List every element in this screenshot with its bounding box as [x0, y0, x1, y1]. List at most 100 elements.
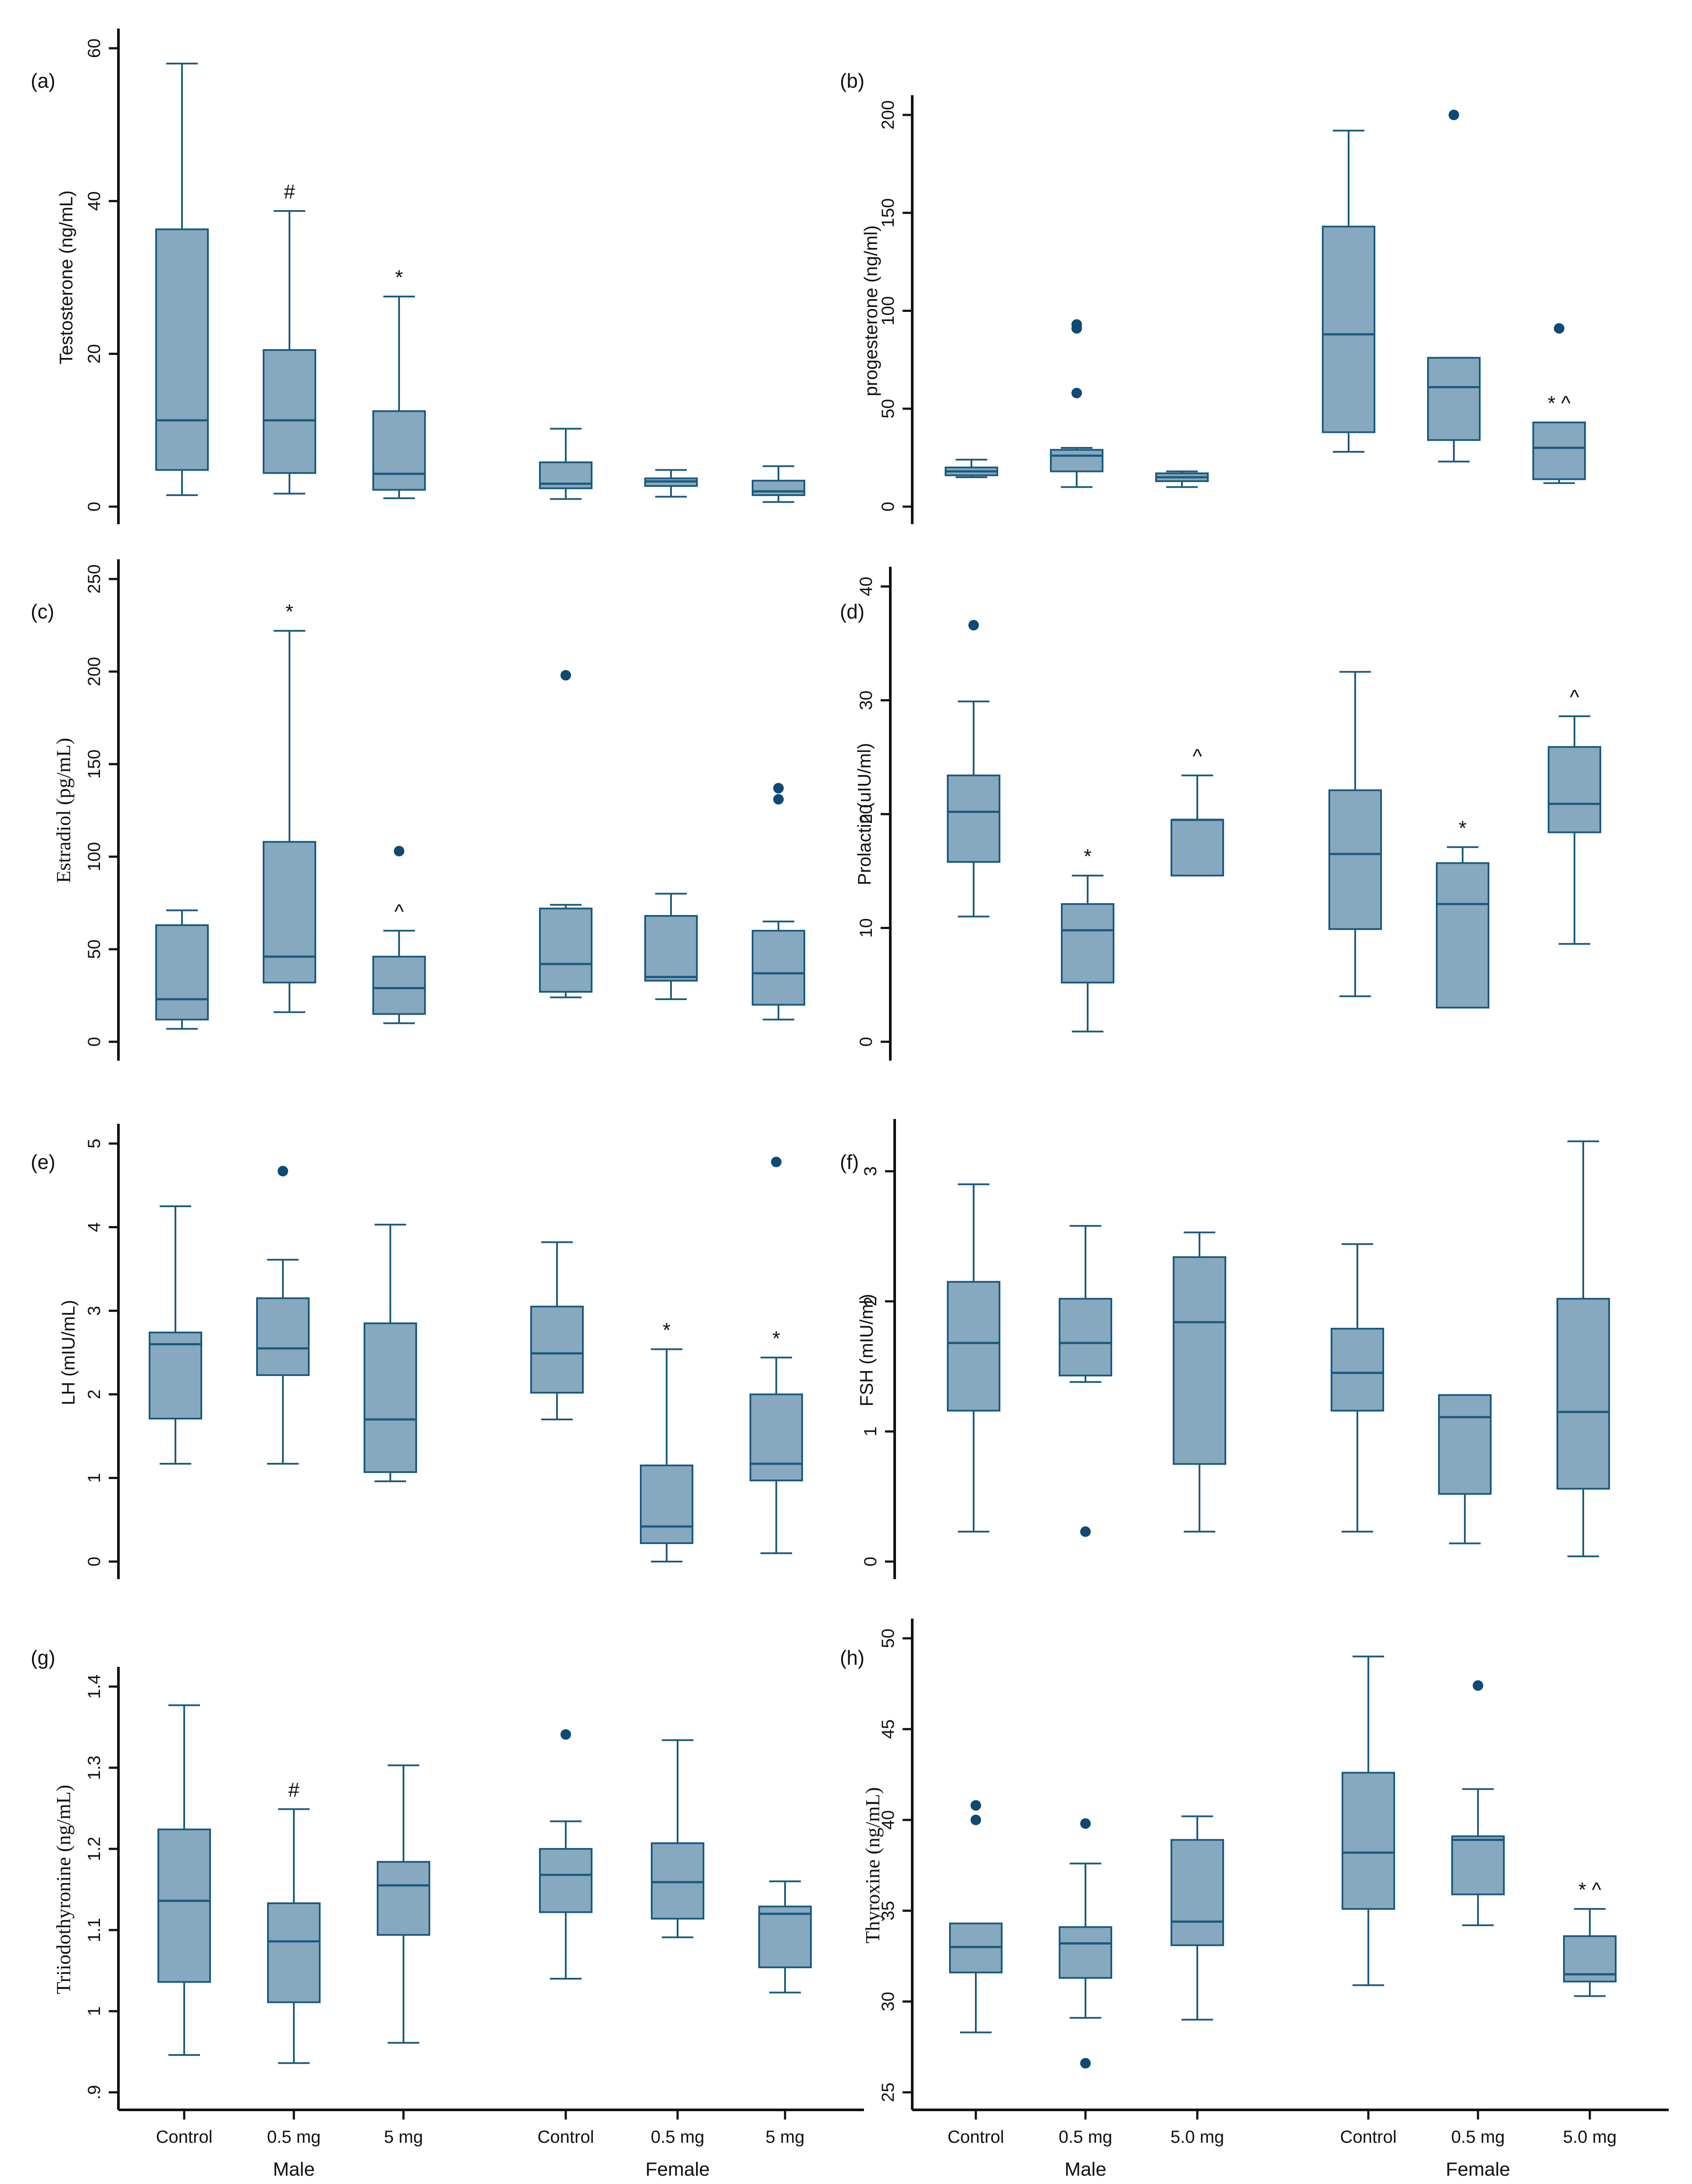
box-4: [539, 1729, 593, 1980]
panel-label: (f): [840, 1151, 859, 1173]
significance-marker: #: [284, 180, 295, 203]
panel-e: 0 1 2 3 4 5 LH (mIU/mL) (e) * *: [31, 1124, 803, 1579]
box-5: [644, 893, 698, 1000]
significance-marker: *: [772, 1327, 780, 1350]
panel-label: (g): [31, 1646, 55, 1669]
iqr-box: [157, 1828, 211, 1983]
y-tick-label: 50: [878, 1629, 898, 1648]
box-3: [1155, 470, 1209, 488]
iqr-box: [155, 924, 209, 1021]
panel-a: 0 20 40 60 Testosterone (ng/mL) (a) # *: [31, 29, 805, 524]
panel-label: (b): [840, 69, 864, 92]
y-tick-label: 50: [85, 940, 104, 959]
iqr-box: [155, 228, 209, 471]
iqr-box: [539, 1848, 593, 1913]
iqr-box: [1451, 1835, 1505, 1895]
box-5: [651, 1739, 704, 1938]
box-1: [947, 620, 1000, 918]
outlier-point: [394, 846, 404, 857]
significance-marker: *: [1459, 816, 1467, 839]
outlier-point: [968, 620, 979, 631]
group-label-male: Male: [1064, 2159, 1106, 2180]
panel-label: (c): [31, 600, 54, 623]
y-axis-title: Triiodothyronine (ng/mL): [52, 1785, 75, 1994]
box-6: * ^: [1532, 323, 1586, 484]
outlier-point: [278, 1165, 288, 1176]
outlier-point: [773, 794, 784, 805]
outlier-point: [971, 1815, 981, 1825]
box-1: [947, 1183, 1000, 1533]
iqr-box: [947, 774, 1000, 863]
x-tick-label: 0.5 mg: [267, 2127, 321, 2147]
iqr-box: [263, 349, 316, 474]
y-tick-label: 250: [85, 565, 104, 594]
iqr-box: [1059, 1298, 1112, 1376]
y-tick-label: 150: [85, 750, 104, 779]
iqr-box: [758, 1905, 812, 1969]
group-label-female: Female: [1446, 2159, 1510, 2180]
significance-marker: *: [1084, 845, 1092, 868]
y-tick-label: 1.4: [85, 1674, 104, 1699]
y-axis-title: progesterone (ng/ml): [860, 225, 881, 397]
y-tick-label: 0: [85, 502, 104, 511]
outlier-point: [1554, 323, 1564, 334]
iqr-box: [530, 1305, 584, 1394]
iqr-box: [1436, 862, 1489, 1009]
x-tick-label: 5.0 mg: [1563, 2127, 1617, 2147]
y-axis-title: Thyroxine (ng/mL): [861, 1787, 884, 1943]
y-tick-label: 0: [857, 1037, 876, 1047]
group-label-female: Female: [646, 2159, 710, 2180]
iqr-box: [372, 955, 426, 1015]
box-6: [1556, 1140, 1610, 1558]
significance-marker: *: [395, 266, 403, 289]
significance-marker: *: [286, 600, 293, 623]
box-3: [1171, 1815, 1224, 2021]
significance-marker: #: [288, 1778, 300, 1801]
panel-h: 25 30 35 40 45 50 Thyroxine (ng/mL) (h) Control 0…: [840, 1619, 1669, 2180]
y-tick-label: 45: [878, 1719, 898, 1739]
iqr-box: [539, 908, 593, 993]
iqr-box: [1438, 1394, 1492, 1495]
box-3: [364, 1223, 417, 1483]
box-5: [1451, 1680, 1505, 1927]
iqr-box: [1059, 1926, 1112, 1979]
y-axis-title: Testosterone (ng/mL): [56, 190, 76, 365]
iqr-box: [1532, 422, 1586, 480]
panel-b: 0 50 100 150 200 progesterone (ng/ml) (b) * ^: [840, 69, 1586, 524]
significance-marker: ^: [394, 900, 404, 923]
y-tick-label: 20: [857, 804, 876, 824]
x-tick-label: Control: [538, 2127, 594, 2147]
outlier-point: [560, 1729, 571, 1740]
y-tick-label: 50: [878, 399, 898, 419]
panel-f: 0 1 2 3 FSH (mIU/ml) (f): [840, 1119, 1610, 1579]
y-tick-label: 10: [857, 918, 876, 938]
x-tick-label: 5 mg: [766, 2127, 805, 2147]
box-1: [945, 458, 998, 479]
outlier-point: [971, 1800, 981, 1811]
iqr-box: [1050, 449, 1103, 472]
y-tick-label: 1.3: [85, 1755, 104, 1780]
outlier-point: [1473, 1680, 1483, 1691]
iqr-box: [372, 410, 426, 491]
box-6: ^: [1548, 686, 1601, 945]
box-1: [157, 1704, 211, 2056]
y-axis-title: FSH (mIU/ml): [856, 1294, 877, 1407]
iqr-box: [947, 1281, 1000, 1412]
y-tick-label: 30: [878, 1992, 898, 2012]
iqr-box: [377, 1861, 430, 1936]
y-tick-label: 40: [857, 577, 876, 597]
x-tick-label: 5.0 mg: [1171, 2127, 1224, 2147]
iqr-box: [1171, 1839, 1224, 1946]
box-6: [758, 1880, 812, 1994]
iqr-box: [1556, 1298, 1610, 1490]
panel-label: (d): [840, 600, 864, 623]
x-tick-label: 0.5 mg: [651, 2127, 704, 2147]
box-2: [1050, 319, 1103, 488]
iqr-box: [1328, 789, 1382, 930]
y-tick-label: 60: [85, 39, 104, 58]
panel-label: (a): [31, 69, 55, 92]
y-tick-label: 35: [878, 1901, 898, 1921]
box-5: *: [640, 1319, 693, 1562]
box-6: *: [750, 1156, 803, 1554]
box-5: [644, 469, 698, 498]
